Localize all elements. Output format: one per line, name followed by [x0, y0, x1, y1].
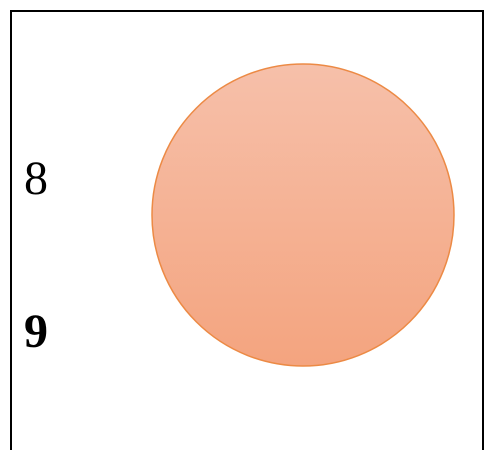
label: 9	[24, 305, 48, 358]
label: 8	[24, 152, 48, 205]
circle	[151, 63, 455, 367]
frame	[10, 10, 484, 450]
